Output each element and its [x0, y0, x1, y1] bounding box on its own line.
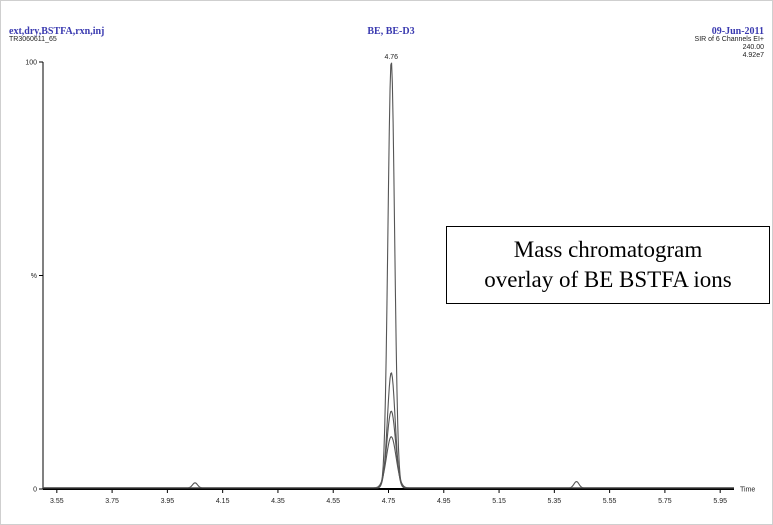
axis-labels: 100% 0 3.55 3.75 3.95 4.15 4.35 4.55 4.75 4.95 5.1…	[25, 54, 755, 505]
x-tick-label: 3.55	[50, 498, 64, 505]
x-tick-label: 5.35	[548, 498, 562, 505]
annotation-line-1: Mass chromatogram	[513, 237, 703, 262]
x-axis-title: Time	[740, 487, 755, 494]
x-tick-label: 4.35	[271, 498, 285, 505]
y-tick-label-top: 100	[25, 60, 37, 67]
sample-name: ext,dry,BSTFA,rxn,inj	[9, 26, 105, 37]
x-tick-label: 5.55	[603, 498, 617, 505]
chromatogram-trace-4	[43, 436, 734, 489]
x-tick-label: 3.95	[161, 498, 175, 505]
x-tick-label: 3.75	[105, 498, 119, 505]
acquisition-date: 09-Jun-2011	[711, 26, 764, 37]
annotation-box: Mass chromatogram overlay of BE BSTFA io…	[446, 226, 770, 304]
annotation-line-2: overlay of BE BSTFA ions	[484, 267, 732, 292]
axes	[39, 61, 734, 493]
x-tick-label: 5.95	[713, 498, 727, 505]
x-tick-label: 5.75	[658, 498, 672, 505]
traces	[43, 62, 734, 489]
x-tick-label: 4.15	[216, 498, 230, 505]
chromatogram-trace-3	[43, 410, 734, 489]
x-tick-label: 4.75	[382, 498, 396, 505]
channel-info: SIR of 6 Channels EI+	[694, 36, 764, 43]
mass-value: 240.00	[742, 44, 764, 51]
peak-label: 4.76	[384, 54, 398, 61]
y-tick-label-mid: %	[31, 273, 37, 280]
run-id: TR3060611_65	[9, 36, 57, 43]
compound-name: BE, BE-D3	[367, 26, 415, 37]
x-tick-label: 4.95	[437, 498, 451, 505]
x-tick-label: 5.15	[492, 498, 506, 505]
intensity-value: 4.92e7	[742, 52, 764, 59]
x-tick-label: 4.55	[326, 498, 340, 505]
y-tick-label-bottom: 0	[33, 487, 37, 494]
